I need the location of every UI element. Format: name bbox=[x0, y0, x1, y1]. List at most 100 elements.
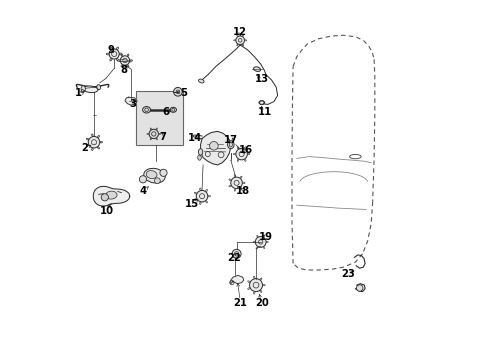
Ellipse shape bbox=[146, 133, 149, 134]
Ellipse shape bbox=[86, 144, 88, 146]
Circle shape bbox=[209, 141, 218, 150]
Ellipse shape bbox=[97, 85, 101, 90]
Ellipse shape bbox=[127, 54, 129, 56]
Ellipse shape bbox=[205, 201, 207, 203]
Ellipse shape bbox=[142, 107, 150, 113]
Ellipse shape bbox=[205, 189, 207, 192]
Ellipse shape bbox=[97, 135, 99, 138]
Ellipse shape bbox=[236, 44, 238, 46]
Ellipse shape bbox=[242, 35, 243, 37]
Ellipse shape bbox=[194, 198, 196, 200]
Ellipse shape bbox=[158, 133, 160, 134]
Ellipse shape bbox=[253, 67, 260, 71]
Ellipse shape bbox=[116, 58, 118, 61]
Text: 12: 12 bbox=[233, 27, 246, 37]
Ellipse shape bbox=[156, 138, 157, 140]
Ellipse shape bbox=[110, 47, 112, 50]
Ellipse shape bbox=[116, 47, 118, 50]
Ellipse shape bbox=[262, 284, 264, 286]
Ellipse shape bbox=[236, 35, 238, 37]
FancyBboxPatch shape bbox=[136, 91, 182, 145]
Ellipse shape bbox=[247, 153, 249, 155]
Ellipse shape bbox=[253, 241, 255, 243]
Ellipse shape bbox=[82, 86, 98, 93]
Text: 20: 20 bbox=[254, 298, 268, 308]
Ellipse shape bbox=[86, 138, 88, 140]
Circle shape bbox=[230, 177, 242, 189]
Circle shape bbox=[160, 169, 167, 176]
Text: 13: 13 bbox=[254, 74, 268, 84]
Ellipse shape bbox=[198, 149, 203, 155]
Ellipse shape bbox=[263, 247, 264, 248]
Circle shape bbox=[101, 194, 108, 201]
Circle shape bbox=[249, 279, 262, 292]
Ellipse shape bbox=[91, 134, 93, 136]
Text: 1: 1 bbox=[75, 88, 81, 98]
Ellipse shape bbox=[228, 179, 231, 181]
Ellipse shape bbox=[150, 138, 151, 140]
Ellipse shape bbox=[117, 60, 120, 61]
Ellipse shape bbox=[207, 195, 210, 197]
Text: 8: 8 bbox=[120, 65, 127, 75]
Ellipse shape bbox=[233, 40, 235, 41]
Text: 18: 18 bbox=[235, 186, 249, 196]
Ellipse shape bbox=[258, 101, 264, 104]
Circle shape bbox=[356, 285, 362, 291]
Ellipse shape bbox=[199, 202, 201, 204]
Ellipse shape bbox=[229, 143, 232, 147]
Ellipse shape bbox=[265, 241, 268, 243]
Ellipse shape bbox=[228, 185, 231, 187]
Ellipse shape bbox=[263, 235, 264, 237]
Ellipse shape bbox=[242, 182, 244, 184]
Text: 15: 15 bbox=[185, 199, 199, 210]
Circle shape bbox=[173, 87, 182, 96]
Ellipse shape bbox=[198, 79, 203, 83]
Ellipse shape bbox=[193, 135, 196, 137]
Ellipse shape bbox=[170, 107, 176, 112]
Text: 3: 3 bbox=[129, 99, 136, 109]
Ellipse shape bbox=[156, 128, 157, 130]
Polygon shape bbox=[93, 186, 129, 206]
Circle shape bbox=[235, 36, 244, 45]
Ellipse shape bbox=[244, 147, 245, 149]
Text: 22: 22 bbox=[227, 253, 241, 264]
Ellipse shape bbox=[106, 53, 109, 55]
Ellipse shape bbox=[130, 60, 132, 61]
Ellipse shape bbox=[234, 252, 238, 256]
Text: 5: 5 bbox=[180, 88, 187, 98]
Polygon shape bbox=[230, 275, 244, 284]
Text: 10: 10 bbox=[100, 206, 114, 216]
Circle shape bbox=[235, 148, 247, 160]
Text: 11: 11 bbox=[258, 107, 272, 117]
Polygon shape bbox=[125, 97, 137, 105]
Ellipse shape bbox=[227, 141, 234, 149]
Ellipse shape bbox=[100, 141, 102, 143]
Ellipse shape bbox=[256, 235, 258, 237]
Text: 9: 9 bbox=[107, 45, 114, 55]
Ellipse shape bbox=[97, 147, 99, 149]
Ellipse shape bbox=[127, 65, 129, 67]
Ellipse shape bbox=[253, 292, 255, 294]
Ellipse shape bbox=[247, 288, 249, 289]
Circle shape bbox=[88, 136, 100, 148]
Ellipse shape bbox=[253, 276, 255, 279]
Ellipse shape bbox=[81, 86, 85, 92]
Ellipse shape bbox=[244, 159, 245, 161]
Text: 6: 6 bbox=[162, 107, 169, 117]
Circle shape bbox=[109, 49, 119, 59]
Ellipse shape bbox=[260, 290, 262, 292]
Circle shape bbox=[196, 190, 207, 202]
Text: 7: 7 bbox=[159, 132, 165, 142]
Circle shape bbox=[154, 178, 160, 184]
Text: 21: 21 bbox=[233, 298, 246, 308]
Ellipse shape bbox=[234, 175, 235, 177]
Ellipse shape bbox=[121, 65, 122, 67]
Ellipse shape bbox=[240, 176, 242, 178]
Circle shape bbox=[139, 176, 146, 183]
Ellipse shape bbox=[119, 53, 122, 55]
Ellipse shape bbox=[121, 54, 122, 56]
Ellipse shape bbox=[247, 281, 249, 283]
Ellipse shape bbox=[237, 159, 238, 161]
Circle shape bbox=[149, 129, 158, 139]
Ellipse shape bbox=[199, 188, 201, 190]
